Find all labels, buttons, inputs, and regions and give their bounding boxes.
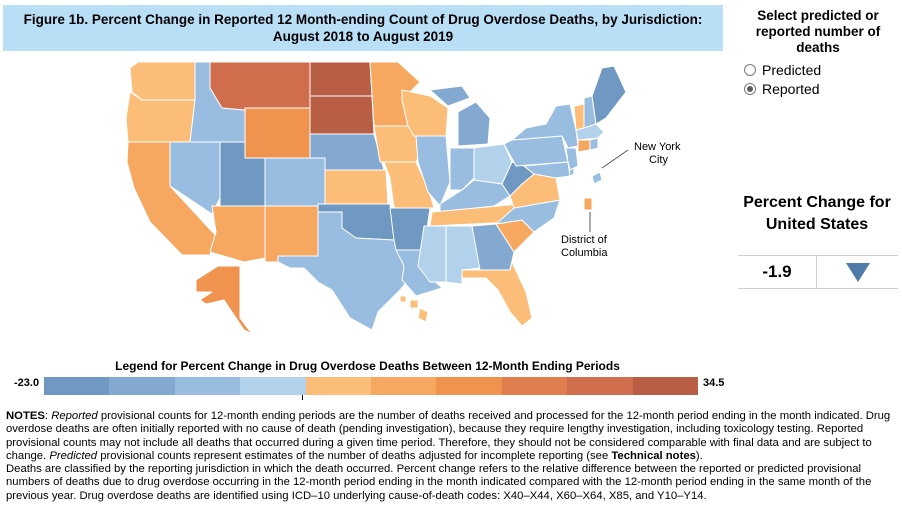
radio-reported-label: Reported: [762, 80, 820, 97]
notes-label: NOTES: [6, 410, 45, 422]
state-arizona[interactable]: [209, 205, 266, 263]
us-percent-change-value: -1.9: [738, 256, 817, 288]
notes-reported-term: Reported: [51, 410, 98, 422]
state-maine[interactable]: [591, 65, 627, 125]
legend-swatch-4: [240, 377, 306, 395]
state-north-dakota[interactable]: [309, 61, 373, 97]
legend-swatch-3: [174, 377, 241, 395]
legend-swatch-2: [109, 377, 175, 395]
new-york-city-inset[interactable]: [591, 171, 603, 185]
nyc-leader-line: [601, 149, 629, 169]
notes-section: NOTES: Reported provisional counts for 1…: [6, 410, 898, 503]
selector-title: Select predicted or reported number of d…: [755, 8, 881, 55]
state-rhode-island[interactable]: [589, 137, 599, 151]
legend-zero-tick: [302, 395, 303, 400]
notes-predicted-term: Predicted: [49, 449, 98, 462]
legend-swatch-7: [436, 377, 502, 395]
state-florida[interactable]: [461, 261, 533, 327]
notes-sep: :: [44, 410, 52, 422]
state-new-jersey[interactable]: [565, 147, 579, 171]
radio-predicted-icon[interactable]: [744, 63, 756, 76]
state-vermont[interactable]: [573, 103, 585, 131]
death-type-selector: Select predicted or reported number of d…: [738, 8, 902, 98]
radio-reported-icon[interactable]: [744, 82, 756, 95]
state-washington[interactable]: [129, 61, 196, 101]
down-arrow-icon: [845, 263, 870, 282]
radio-predicted-label: Predicted: [762, 61, 822, 78]
state-georgia[interactable]: [471, 223, 515, 271]
trend-arrow-cell: [817, 256, 898, 288]
us-percent-change-title: Percent Change for United States: [743, 194, 891, 233]
state-oregon[interactable]: [125, 91, 196, 143]
state-hawaii[interactable]: [399, 295, 429, 323]
figure-title-box: Figure 1b. Percent Change in Reported 12…: [3, 5, 723, 51]
state-montana[interactable]: [209, 61, 311, 111]
state-connecticut[interactable]: [577, 139, 591, 153]
radio-option-reported[interactable]: Reported: [744, 79, 902, 98]
legend-title: Legend for Percent Change in Drug Overdo…: [115, 359, 620, 373]
figure-title-line2: August 2018 to August 2019: [272, 29, 454, 44]
notes-paragraph-1: NOTES: Reported provisional counts for 1…: [6, 410, 898, 463]
legend-swatch-10: [632, 377, 699, 395]
legend-max-label: 34.5: [703, 377, 725, 389]
legend-swatch-9: [567, 377, 633, 395]
legend-swatch-5: [305, 377, 372, 395]
notes-paragraph-2: Deaths are classified by the reporting j…: [6, 463, 872, 502]
state-texas[interactable]: [277, 211, 417, 331]
nyc-label-line1: New York: [634, 141, 681, 153]
radio-option-predicted[interactable]: Predicted: [744, 60, 902, 79]
state-colorado[interactable]: [264, 157, 326, 207]
legend-swatch-8: [501, 377, 568, 395]
state-missouri[interactable]: [383, 161, 435, 209]
notes-text-3: ).: [695, 449, 703, 462]
state-wyoming[interactable]: [244, 107, 311, 159]
legend-swatch-6: [371, 377, 437, 395]
legend-min-label: -23.0: [14, 377, 40, 389]
figure-title-line1: Figure 1b. Percent Change in Reported 12…: [23, 12, 703, 27]
state-pennsylvania[interactable]: [503, 135, 569, 167]
dc-label-line1: District of: [561, 234, 608, 246]
notes-text-1: provisional counts for 12-month ending p…: [6, 410, 891, 462]
state-new-mexico[interactable]: [264, 205, 319, 263]
dc-label-line2: Columbia: [561, 247, 608, 259]
state-kansas[interactable]: [324, 169, 389, 205]
state-new-york[interactable]: [511, 103, 579, 149]
technical-notes-link[interactable]: Technical notes: [611, 449, 696, 462]
legend-swatch-1: [44, 377, 110, 395]
state-indiana[interactable]: [449, 147, 475, 191]
notes-text-2: provisional counts represent estimates o…: [97, 449, 612, 462]
legend-color-scale: [44, 377, 699, 395]
state-south-dakota[interactable]: [309, 95, 375, 135]
us-choropleth-map: New York City District of Columbia: [125, 61, 681, 335]
state-alaska[interactable]: [195, 265, 253, 335]
state-maryland[interactable]: [523, 161, 571, 179]
nyc-label-line2: City: [649, 154, 668, 166]
us-percent-change-box: -1.9: [738, 255, 898, 289]
figure-title: Figure 1b. Percent Change in Reported 12…: [13, 11, 713, 45]
state-michigan[interactable]: [429, 85, 491, 147]
district-of-columbia-inset[interactable]: [583, 197, 593, 211]
state-mississippi[interactable]: [417, 225, 447, 283]
